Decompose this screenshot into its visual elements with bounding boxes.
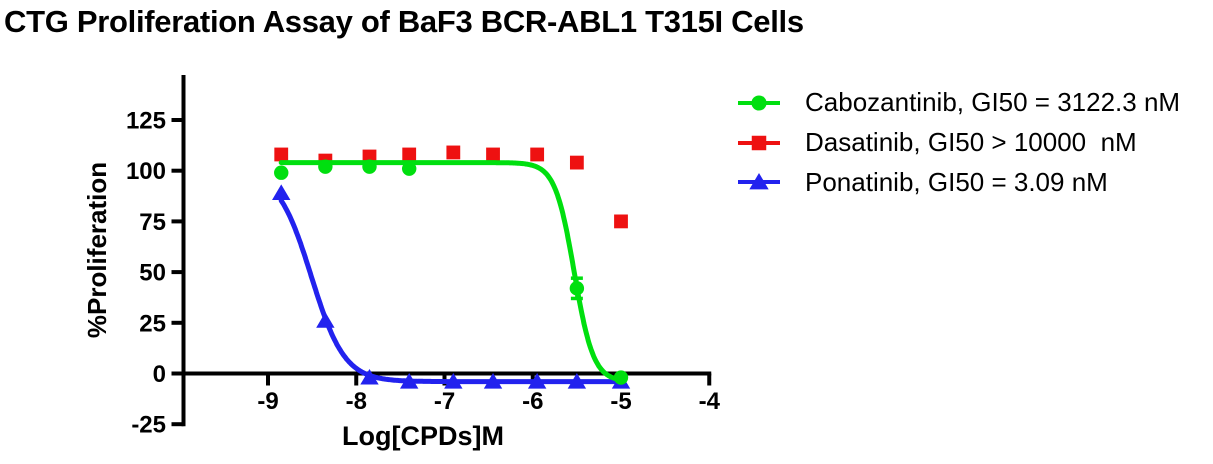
data-point-square xyxy=(751,135,767,150)
data-point-triangle xyxy=(483,373,503,389)
y-tick-label: -25 xyxy=(131,412,166,439)
fit-curve-cabozantinib xyxy=(278,160,622,383)
data-point-square xyxy=(569,155,584,170)
series-ponatinib xyxy=(272,184,631,389)
data-point-circle xyxy=(274,165,289,180)
legend-label-dasatinib: Dasatinib, GI50 > 10000 nM xyxy=(805,127,1137,158)
legend-item-ponatinib: Ponatinib, GI50 = 3.09 nM xyxy=(738,162,1180,202)
data-point-triangle xyxy=(272,184,291,201)
legend-item-cabozantinib: Cabozantinib, GI50 = 3122.3 nM xyxy=(738,83,1180,123)
x-axis-title: Log[CPDs]M xyxy=(342,421,504,451)
data-point-square xyxy=(402,147,417,162)
axis-labels: -25 0 25 50 75 100 125 -9 -8 -7 -6 -5 -4 Log[CPDs]M %P… xyxy=(82,108,721,452)
data-point-triangle xyxy=(400,373,419,389)
x-tick-label: -4 xyxy=(699,388,721,415)
y-tick-label: 100 xyxy=(126,158,166,185)
y-tick-label: 0 xyxy=(153,361,166,388)
y-tick-label: 50 xyxy=(139,260,166,287)
data-point-triangle xyxy=(444,373,463,389)
legend-triangle-marker-icon xyxy=(738,173,780,190)
fit-curve-ponatinib xyxy=(278,198,624,385)
data-point-triangle xyxy=(316,312,335,328)
data-point-circle xyxy=(569,281,585,296)
legend-circle-marker-icon xyxy=(738,95,780,111)
data-point-circle xyxy=(613,370,629,385)
axes xyxy=(171,75,712,427)
data-point-square xyxy=(530,147,545,162)
series-dasatinib xyxy=(274,145,628,229)
data-point-square xyxy=(614,214,628,229)
chart-title: CTG Proliferation Assay of BaF3 BCR-ABL1… xyxy=(4,4,804,39)
y-tick-label: 125 xyxy=(126,108,166,135)
legend-square-marker-icon xyxy=(738,135,780,150)
data-point-square xyxy=(486,147,500,162)
y-tick-label: 25 xyxy=(139,310,166,337)
series-cabozantinib xyxy=(274,159,629,385)
x-tick-label: -9 xyxy=(257,388,278,415)
data-point-circle xyxy=(751,95,767,111)
x-tick-label: -8 xyxy=(346,388,367,415)
data-point-triangle xyxy=(567,373,587,389)
y-axis-title: %Proliferation xyxy=(82,162,112,338)
data-point-square xyxy=(274,147,289,162)
legend-label-cabozantinib: Cabozantinib, GI50 = 3122.3 nM xyxy=(805,87,1181,118)
data-point-triangle xyxy=(360,368,379,385)
y-tick-label: 75 xyxy=(139,209,166,236)
data-point-square xyxy=(446,145,461,160)
legend-item-dasatinib: Dasatinib, GI50 > 10000 nM xyxy=(738,123,1180,163)
data-point-triangle xyxy=(749,173,769,190)
x-tick-label: -7 xyxy=(434,388,455,415)
x-tick-label: -5 xyxy=(610,388,631,415)
data-point-circle xyxy=(318,159,333,174)
data-point-square xyxy=(362,149,377,164)
legend: Cabozantinib, GI50 = 3122.3 nM Dasatinib… xyxy=(738,83,1180,202)
legend-label-ponatinib: Ponatinib, GI50 = 3.09 nM xyxy=(805,166,1108,197)
x-tick-label: -6 xyxy=(522,388,543,415)
data-point-triangle xyxy=(527,373,547,389)
data-point-circle xyxy=(402,161,417,176)
data-point-circle xyxy=(362,159,377,174)
